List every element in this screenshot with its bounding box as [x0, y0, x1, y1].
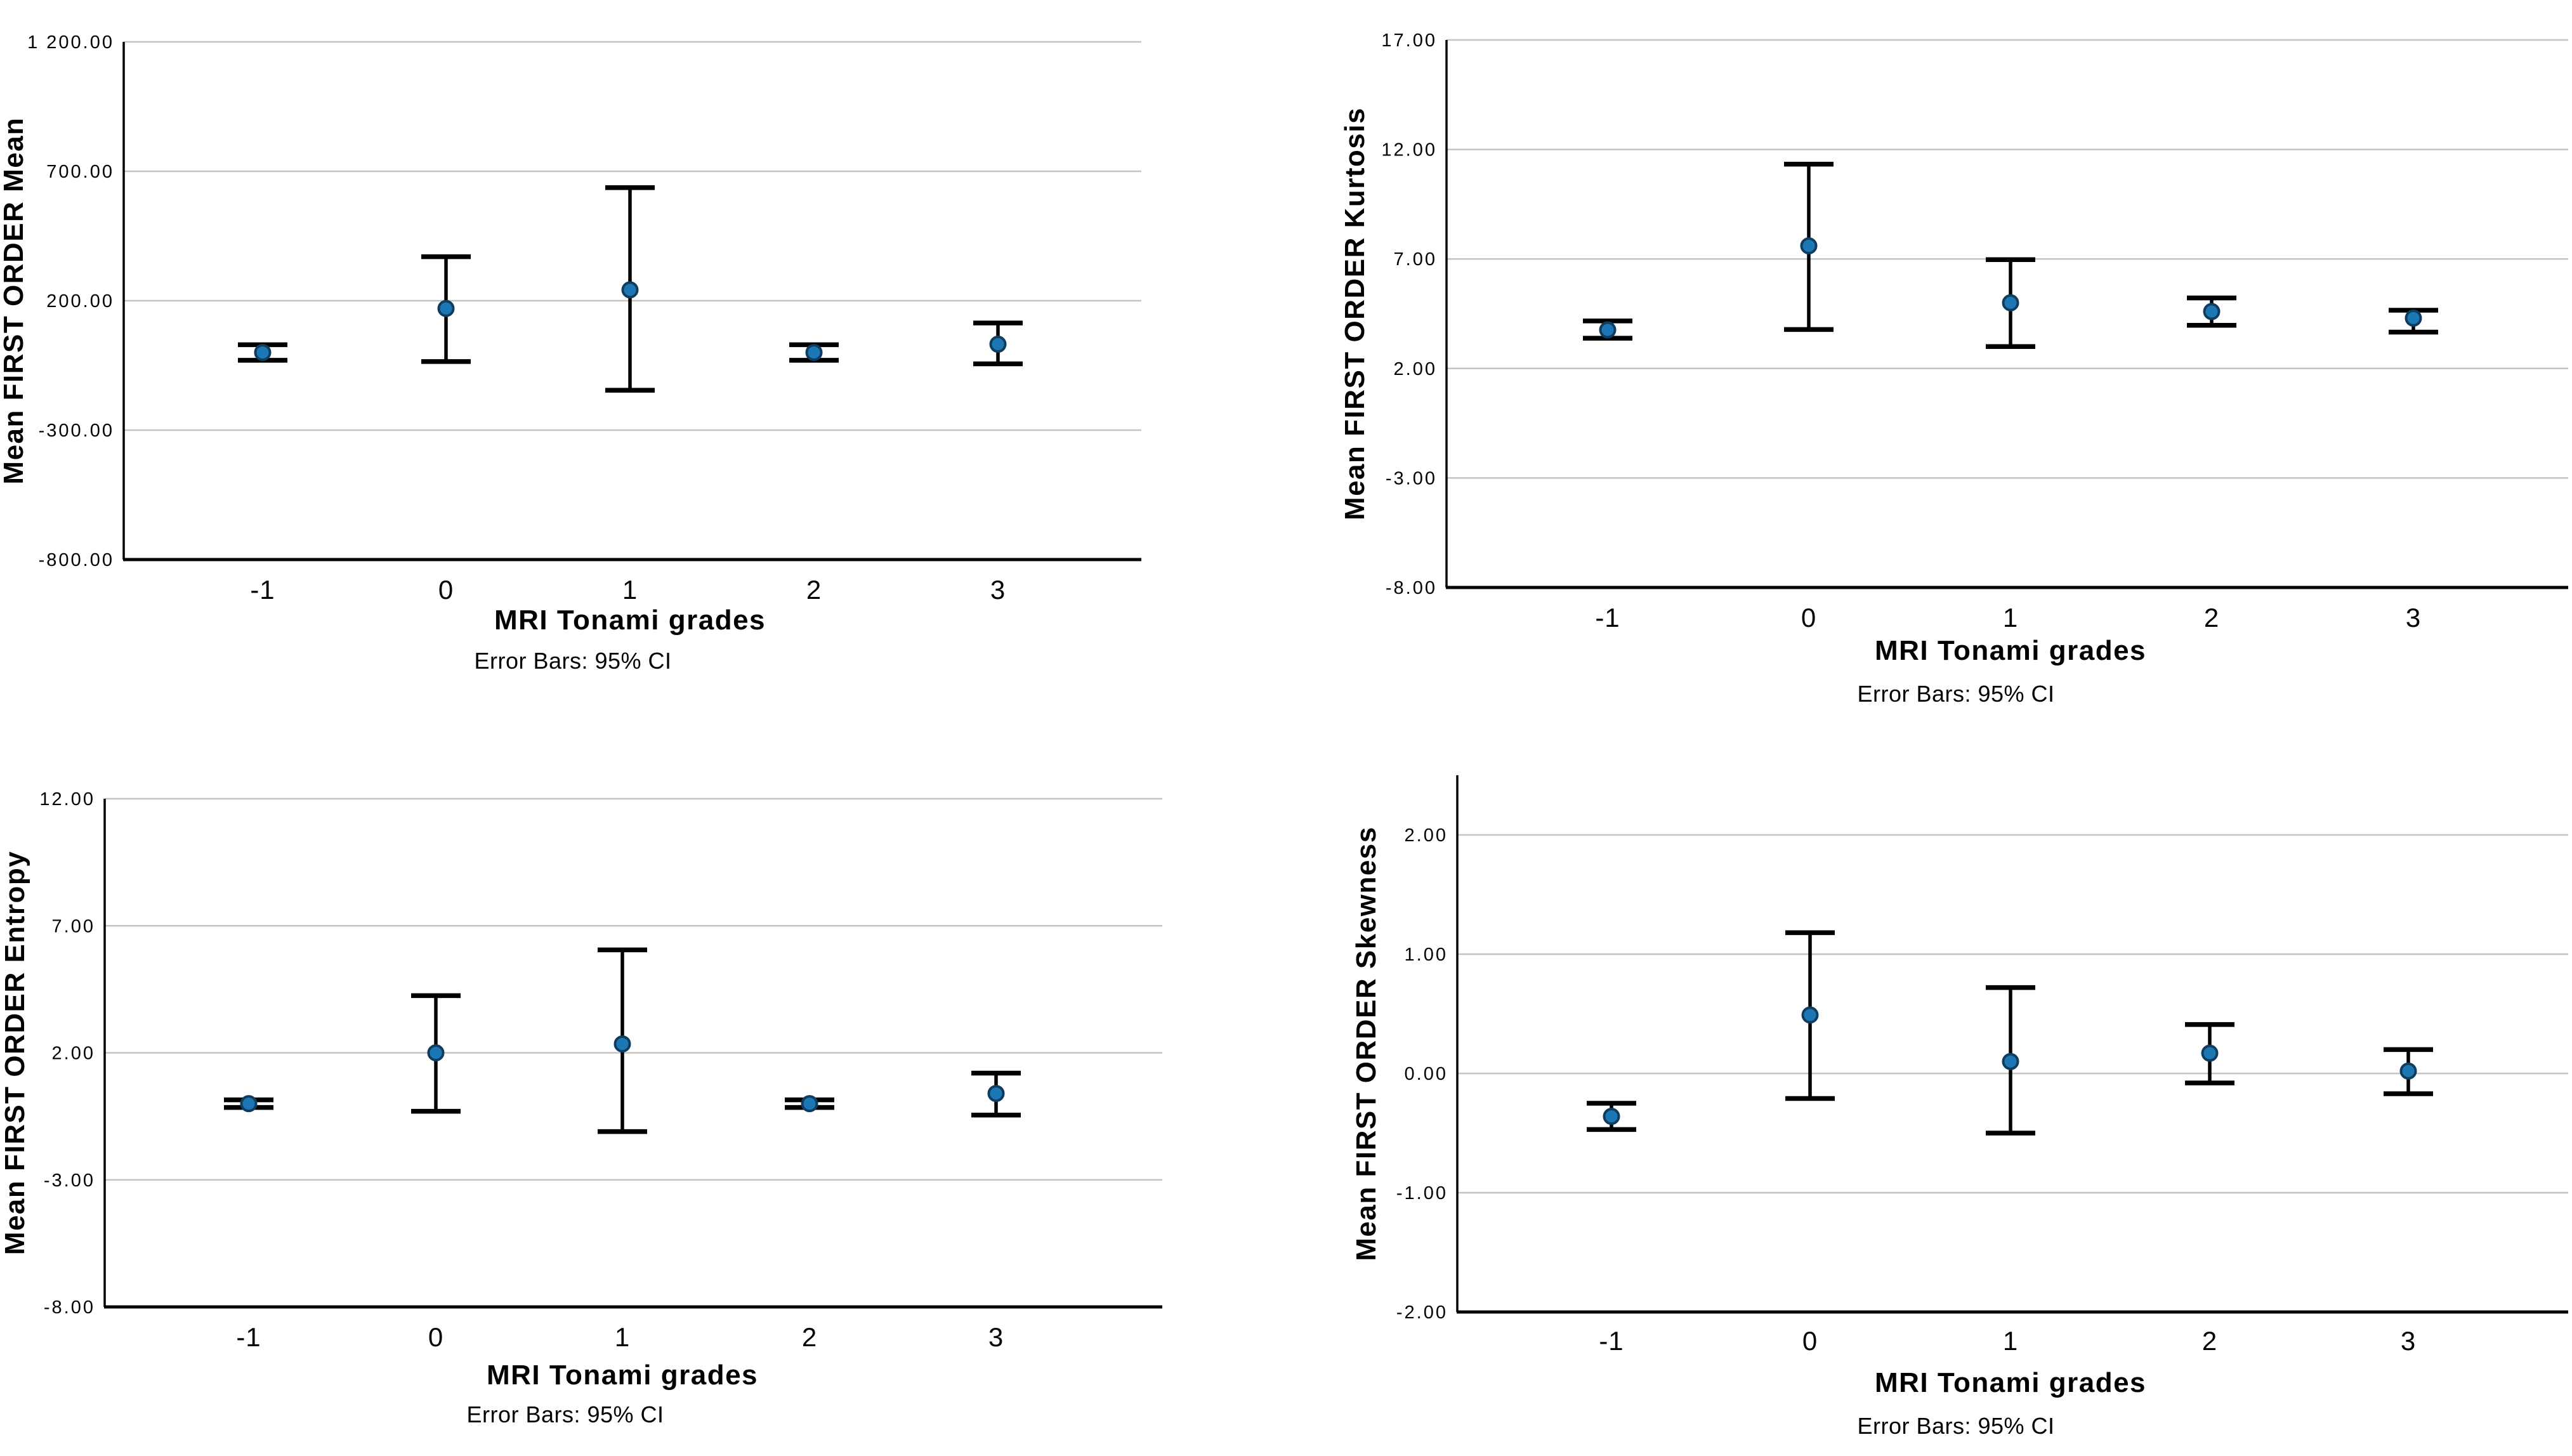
- error-bar: [2389, 308, 2438, 335]
- error-bar: [973, 320, 1023, 367]
- data-point-marker: [437, 299, 455, 317]
- data-point-marker: [1603, 1108, 1620, 1125]
- chart-mean-first-order-mean: 1 200.00 700.00 200.00 -300.00 -800.00 -1 0 1 2 3…: [0, 32, 1141, 674]
- x-axis-title: MRI Tonami grades: [494, 605, 766, 636]
- data-point-marker: [1800, 237, 1818, 254]
- data-point-marker: [2405, 309, 2422, 327]
- y-tick-label: -3.00: [44, 1171, 95, 1191]
- x-tick-label: 3: [990, 575, 1006, 605]
- y-tick-label: -8.00: [44, 1297, 95, 1318]
- data-point-marker: [989, 336, 1007, 353]
- error-bar: [598, 947, 647, 1134]
- data-point-marker: [805, 344, 823, 362]
- data-point-marker: [2203, 303, 2221, 320]
- x-axis-title: MRI Tonami grades: [1875, 635, 2146, 666]
- y-tick-label: -800.00: [39, 550, 114, 570]
- error-bar: [605, 185, 655, 393]
- error-bars-footnote: Error Bars: 95% CI: [474, 648, 671, 674]
- x-tick-label: 2: [806, 575, 822, 605]
- error-bar: [785, 1095, 834, 1113]
- y-tick-label: -1.00: [1396, 1183, 1448, 1203]
- data-point-marker: [987, 1085, 1005, 1103]
- y-axis-title: Mean FIRST ORDER Kurtosis: [1339, 107, 1370, 520]
- data-point-marker: [621, 281, 639, 299]
- y-axis-title: Mean FIRST ORDER Entropy: [0, 851, 30, 1255]
- error-bar: [1784, 161, 1834, 332]
- data-point-marker: [2201, 1044, 2219, 1062]
- y-axis-title: Mean FIRST ORDER Mean: [0, 117, 29, 484]
- x-tick-label: 1: [2003, 1326, 2018, 1356]
- x-tick-label: 0: [438, 575, 454, 605]
- data-point-marker: [427, 1044, 445, 1061]
- x-tick-label: -1: [250, 575, 275, 605]
- chart-mean-first-order-entropy: 12.00 7.00 2.00 -3.00 -8.00 -1 0 1 2 3 Mean FIRST …: [0, 789, 1162, 1427]
- error-bar: [2384, 1047, 2433, 1096]
- data-point-marker: [254, 344, 272, 362]
- x-tick-label: 3: [2406, 603, 2421, 633]
- y-tick-label: 12.00: [1381, 140, 1437, 161]
- error-bars-footnote: Error Bars: 95% CI: [466, 1401, 664, 1427]
- error-bar: [1587, 1101, 1636, 1132]
- data-point-marker: [613, 1035, 631, 1053]
- x-tick-label: -1: [1595, 603, 1620, 633]
- y-tick-label: -8.00: [1386, 578, 1437, 598]
- x-tick-label: 2: [2202, 1326, 2217, 1356]
- error-bar: [411, 993, 461, 1114]
- y-tick-label: 17.00: [1381, 30, 1437, 51]
- data-point-marker: [1801, 1006, 1819, 1024]
- x-tick-label: 1: [2003, 603, 2018, 633]
- x-axis-title: MRI Tonami grades: [487, 1360, 758, 1391]
- y-tick-label: 2.00: [52, 1044, 95, 1064]
- error-bar: [789, 342, 839, 363]
- x-tick-label: 3: [988, 1322, 1004, 1352]
- error-bar: [1785, 930, 1835, 1101]
- error-bar: [238, 342, 287, 363]
- x-axis-title: MRI Tonami grades: [1875, 1367, 2146, 1398]
- error-bar: [2187, 295, 2236, 328]
- data-point-marker: [2399, 1062, 2417, 1080]
- x-tick-label: 1: [615, 1322, 630, 1352]
- data-point-marker: [2002, 1053, 2019, 1070]
- y-tick-label: 1 200.00: [27, 32, 114, 53]
- y-tick-label: 2.00: [1394, 359, 1437, 379]
- y-tick-label: 2.00: [1405, 825, 1448, 846]
- error-bar: [1583, 318, 1632, 341]
- error-bar: [2185, 1022, 2234, 1085]
- x-tick-label: -1: [236, 1322, 261, 1352]
- x-tick-label: 0: [1802, 1326, 1818, 1356]
- y-tick-label: 0.00: [1405, 1064, 1448, 1084]
- x-tick-label: 2: [802, 1322, 817, 1352]
- y-tick-label: 7.00: [1394, 249, 1437, 270]
- chart-mean-first-order-kurtosis: 17.00 12.00 7.00 2.00 -3.00 -8.00 -1 0 1 2 3 Mean F…: [1339, 30, 2568, 707]
- x-tick-label: -1: [1599, 1326, 1624, 1356]
- data-point-marker: [2002, 294, 2019, 312]
- x-tick-label: 0: [428, 1322, 443, 1352]
- y-tick-label: 7.00: [52, 916, 95, 936]
- error-bar: [971, 1070, 1021, 1118]
- y-tick-label: -2.00: [1396, 1302, 1448, 1323]
- y-axis-title: Mean FIRST ORDER Skewness: [1351, 826, 1382, 1261]
- y-tick-label: 12.00: [39, 789, 95, 810]
- data-point-marker: [1599, 321, 1617, 339]
- error-bar: [224, 1095, 273, 1113]
- chart-mean-first-order-skewness: 2.00 1.00 0.00 -1.00 -2.00 -1 0 1 2 3 Mean FIRST O…: [1351, 775, 2568, 1439]
- y-tick-label: 700.00: [46, 162, 114, 182]
- data-point-marker: [240, 1095, 258, 1113]
- x-tick-label: 2: [2204, 603, 2219, 633]
- y-tick-label: 200.00: [46, 291, 114, 312]
- x-tick-label: 0: [1801, 603, 1816, 633]
- error-bar: [1986, 257, 2035, 350]
- error-bars-footnote: Error Bars: 95% CI: [1857, 1413, 2054, 1439]
- data-point-marker: [801, 1095, 818, 1113]
- error-bar: [421, 254, 471, 364]
- error-bars-footnote: Error Bars: 95% CI: [1857, 681, 2054, 707]
- x-tick-label: 1: [622, 575, 638, 605]
- error-bar: [1986, 985, 2035, 1136]
- y-tick-label: -300.00: [39, 421, 114, 441]
- x-tick-label: 3: [2401, 1326, 2416, 1356]
- y-tick-label: 1.00: [1405, 945, 1448, 965]
- y-tick-label: -3.00: [1386, 468, 1437, 489]
